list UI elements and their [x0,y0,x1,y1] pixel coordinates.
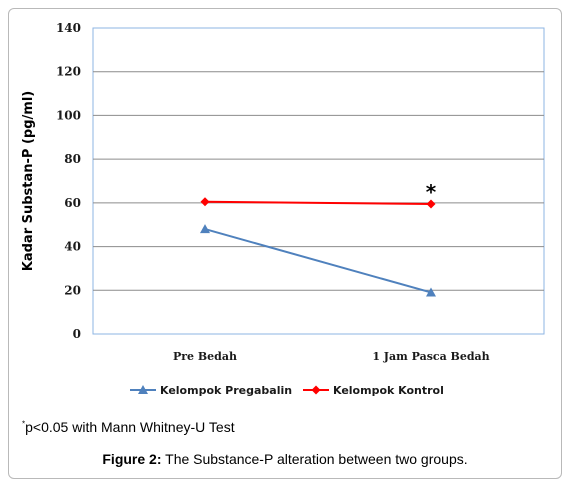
legend: Kelompok Pregabalin Kelompok Kontrol [130,384,444,397]
x-tick-labels: Pre Bedah 1 Jam Pasca Bedah [173,350,490,363]
legend-label-kelompok-pregabalin: Kelompok Pregabalin [160,384,292,397]
y-tick-label: 40 [64,240,81,254]
data-point-kelompok-pregabalin [200,224,210,234]
y-tick-label: 0 [73,327,81,341]
figure-caption: Figure 2: The Substance-P alteration bet… [0,451,570,467]
caption-text: The Substance-P alteration between two g… [161,451,468,467]
x-tick-label: 1 Jam Pasca Bedah [372,350,489,363]
legend-marker-kelompok-kontrol [311,385,321,395]
data-point-kelompok-pregabalin [426,287,436,297]
series-layer [200,197,436,297]
y-tick-label: 100 [56,108,81,122]
footnote: *p<0.05 with Mann Whitney-U Test [22,419,235,435]
y-tick-label: 20 [64,283,81,297]
y-tick-label: 80 [64,152,81,166]
series-line-kelompok-pregabalin [204,228,432,294]
legend-marker-kelompok-pregabalin [138,385,148,394]
data-point-kelompok-kontrol [426,199,436,209]
y-gridlines [93,71,544,335]
significance-marker: * [426,180,437,204]
caption-label: Figure 2: [102,451,162,467]
y-tick-label: 120 [56,65,81,79]
plot-area [92,27,545,335]
y-tick-label: 140 [56,21,81,35]
y-tick-labels: 0 20 40 60 80 100 120 140 [56,21,81,341]
data-point-kelompok-kontrol [200,197,210,207]
annotation-layer: * [426,180,437,204]
footnote-text: p<0.05 with Mann Whitney-U Test [25,419,235,435]
y-tick-label: 60 [64,196,81,210]
x-tick-label: Pre Bedah [173,350,237,363]
y-axis-label: Kadar Substan-P (pg/ml) [21,91,36,271]
legend-label-kelompok-kontrol: Kelompok Kontrol [333,384,444,397]
footnote-marker: * [22,419,26,429]
plot-border [92,27,545,335]
series-line-kelompok-kontrol [204,200,432,205]
